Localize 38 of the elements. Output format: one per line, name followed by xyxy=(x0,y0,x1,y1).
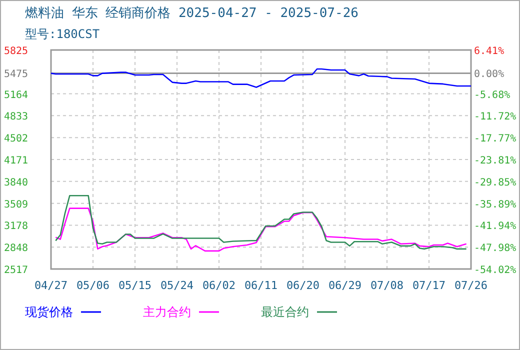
x-tick-label: 07/17 xyxy=(412,279,446,292)
chart-subtitle: 型号:180CST xyxy=(25,27,100,41)
y2-tick-label: -5.68% xyxy=(474,90,510,101)
y2-tick-label: -23.81% xyxy=(474,156,516,167)
x-tick-label: 07/08 xyxy=(370,279,404,292)
x-tick-label: 07/26 xyxy=(454,279,488,292)
y-tick-label: 2848 xyxy=(4,243,28,254)
y-tick-label: 3509 xyxy=(4,199,28,210)
y2-tick-label: -11.72% xyxy=(474,112,516,123)
x-tick-label: 06/02 xyxy=(202,279,236,292)
y-tick-label: 3178 xyxy=(4,221,28,232)
legend-label: 最近合约 xyxy=(261,305,309,319)
x-tick-label: 05/15 xyxy=(118,279,152,292)
x-tick-label: 06/29 xyxy=(328,279,362,292)
y-tick-label: 5475 xyxy=(4,69,28,80)
x-tick-label: 06/11 xyxy=(244,279,278,292)
y2-tick-label: -29.85% xyxy=(474,177,516,188)
legend-label: 现货价格 xyxy=(25,305,73,319)
y-tick-label: 2517 xyxy=(4,265,28,276)
y2-tick-label: -41.94% xyxy=(474,221,516,232)
chart-title: 燃料油 华东 经销商价格 2025-04-27 - 2025-07-26 xyxy=(25,6,358,21)
x-tick-label: 05/24 xyxy=(160,279,194,292)
y-tick-label: 5164 xyxy=(4,90,28,101)
y-tick-label: 5825 xyxy=(4,46,28,57)
y2-tick-label: 0.00% xyxy=(474,69,504,80)
y2-tick-label: -54.02% xyxy=(474,265,516,276)
y-tick-label: 4833 xyxy=(4,112,28,123)
y-tick-label: 3840 xyxy=(4,177,28,188)
y2-tick-label: -17.77% xyxy=(474,134,516,145)
y-tick-label: 4502 xyxy=(4,134,28,145)
y2-tick-label: -35.89% xyxy=(474,199,516,210)
x-tick-label: 05/06 xyxy=(76,279,110,292)
legend-label: 主力合约 xyxy=(143,305,191,319)
x-tick-label: 06/20 xyxy=(286,279,320,292)
y2-tick-label: 6.41% xyxy=(474,46,504,57)
y-tick-label: 4171 xyxy=(4,156,28,166)
y2-tick-label: -47.98% xyxy=(474,243,516,254)
x-tick-label: 04/27 xyxy=(34,279,68,292)
